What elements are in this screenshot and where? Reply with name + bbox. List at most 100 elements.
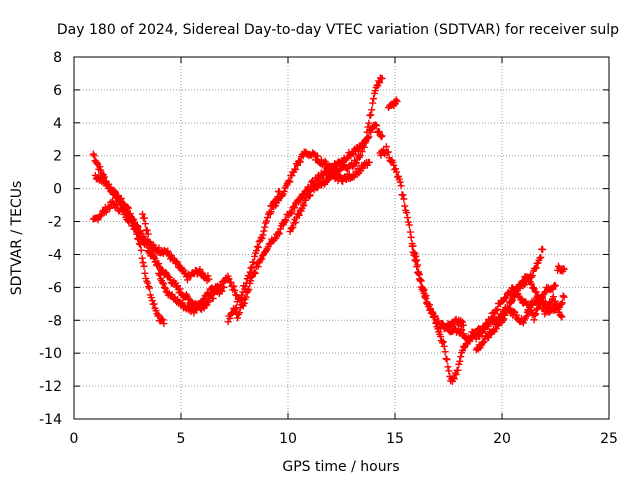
data-point: [537, 253, 545, 261]
data-point: [217, 283, 225, 291]
y-tick-label: -12: [39, 379, 62, 395]
data-point: [174, 259, 182, 267]
x-tick-label: 25: [600, 431, 618, 447]
data-point: [532, 310, 540, 318]
data-point: [377, 133, 385, 141]
data-point: [543, 308, 551, 316]
data-point: [432, 319, 440, 327]
data-point: [193, 306, 201, 314]
data-point: [552, 282, 559, 290]
data-point: [242, 293, 250, 301]
data-point: [232, 291, 240, 299]
data-point: [230, 282, 238, 290]
data-point: [226, 314, 234, 322]
y-axis-label: SDTVAR / TECUs: [9, 181, 25, 296]
data-point: [274, 197, 282, 205]
data-point: [458, 326, 466, 334]
axis-ticks: 0 5 10 15 20 25 -14 -12 -10 -8 -6 -4 -2 0 2 4 6 8: [39, 50, 618, 447]
series-arc-13: [507, 245, 547, 306]
data-point: [133, 222, 141, 230]
data-point: [392, 96, 400, 104]
data-point: [557, 312, 565, 320]
data-point: [146, 284, 154, 292]
data-point: [372, 122, 380, 130]
data-point: [533, 292, 541, 300]
data-point: [416, 277, 424, 285]
data-point: [205, 275, 213, 283]
data-point: [397, 182, 405, 190]
x-tick-label: 20: [493, 431, 511, 447]
data-point: [531, 265, 539, 273]
data-point: [287, 210, 295, 218]
series-arc-6: [233, 74, 386, 322]
data-point: [531, 311, 539, 319]
data-point: [196, 301, 204, 309]
data-point: [140, 262, 148, 270]
data-point: [434, 325, 442, 333]
data-point: [426, 306, 434, 314]
data-point: [159, 316, 167, 324]
data-point: [159, 280, 167, 288]
data-point: [452, 371, 460, 379]
data-point: [401, 202, 409, 210]
data-point: [296, 158, 304, 166]
y-tick-label: 6: [53, 83, 62, 99]
data-point: [89, 150, 97, 158]
data-point: [390, 161, 398, 169]
data-point: [553, 301, 561, 309]
data-point: [101, 177, 109, 185]
data-point: [442, 355, 450, 363]
data-point: [411, 256, 419, 264]
data-point: [415, 268, 423, 276]
data-point: [527, 273, 535, 281]
data-point: [383, 149, 391, 157]
data-point: [155, 311, 163, 319]
data-point: [560, 293, 568, 301]
data-point: [532, 288, 540, 296]
data-point: [116, 195, 124, 203]
data-point: [144, 230, 152, 238]
data-point: [419, 285, 427, 293]
data-point: [313, 152, 321, 160]
data-point: [152, 307, 160, 315]
data-point: [126, 210, 134, 218]
data-point: [183, 276, 191, 284]
data-point: [160, 320, 168, 328]
data-point: [295, 157, 303, 165]
data-point: [295, 211, 303, 219]
series-arc-9: [376, 143, 467, 333]
y-tick-label: -14: [39, 412, 62, 428]
data-point: [405, 221, 413, 229]
data-point: [139, 259, 147, 267]
data-point: [408, 242, 416, 250]
data-point: [367, 111, 375, 119]
data-point: [533, 305, 541, 313]
data-point: [148, 246, 156, 254]
data-point: [124, 204, 132, 212]
data-point: [140, 214, 148, 222]
data-point: [254, 244, 262, 252]
y-tick-label: -8: [48, 313, 62, 329]
data-point: [393, 168, 401, 176]
y-tick-label: 0: [53, 182, 62, 198]
y-tick-label: -6: [48, 280, 62, 296]
data-point: [459, 318, 467, 326]
data-point: [141, 220, 149, 228]
data-point: [200, 297, 208, 305]
data-point: [406, 228, 414, 236]
data-point: [557, 300, 565, 308]
data-point: [292, 165, 300, 173]
data-point: [286, 178, 294, 186]
data-point: [510, 307, 518, 315]
data-point: [234, 314, 242, 322]
data-point: [382, 143, 390, 151]
data-point: [176, 285, 184, 293]
series-arc-4: [138, 210, 241, 317]
data-point: [559, 264, 567, 272]
data-point: [134, 223, 142, 231]
data-point: [154, 312, 162, 320]
data-point: [292, 218, 300, 226]
data-point: [141, 269, 149, 277]
data-point: [431, 313, 439, 321]
